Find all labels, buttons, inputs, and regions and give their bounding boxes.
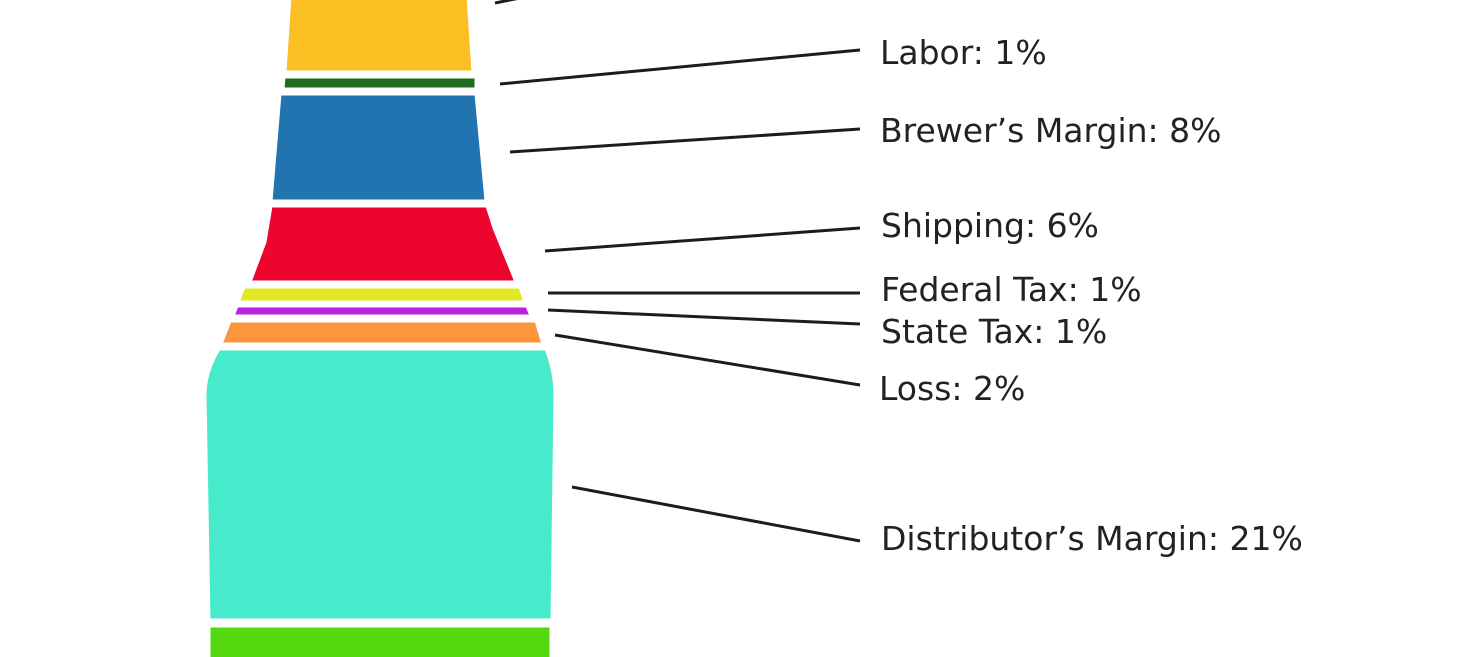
bottle-segment-unlabeled-8 [207,624,553,657]
leader-line-labor [499,48,861,86]
leader-line-distributors-margin [571,485,861,543]
label-distributors-margin: Distributor’s Margin: 21% [881,519,1303,558]
bottle-segment-brewers-margin [269,92,488,203]
segment-labels: Labor: 1% Brewer’s Margin: 8% Shipping: 6%… [879,33,1303,558]
bottle-segment-labor [281,75,478,91]
bottle-segment-shipping [248,204,518,284]
label-brewers-margin: Brewer’s Margin: 8% [880,111,1222,150]
bottle-segments [203,0,557,657]
label-federal-tax: Federal Tax: 1% [881,270,1142,309]
bottle-segment-distributors-margin [203,347,557,622]
label-loss: Loss: 2% [879,369,1025,408]
bottle-segment-unlabeled-0 [283,0,475,74]
leader-lines [494,0,861,543]
bottle-segment-loss [219,319,545,346]
label-labor: Labor: 1% [880,33,1047,72]
leader-line-state-tax [547,308,861,326]
label-state-tax: State Tax: 1% [881,312,1107,351]
bottle-segment-federal-tax [236,285,527,304]
leader-line-unlabeled-0 [494,0,518,5]
label-shipping: Shipping: 6% [881,206,1099,245]
bottle-segment-state-tax [231,304,533,318]
leader-line-shipping [544,226,861,253]
leader-line-loss [554,333,861,387]
leader-line-brewers-margin [509,127,861,154]
